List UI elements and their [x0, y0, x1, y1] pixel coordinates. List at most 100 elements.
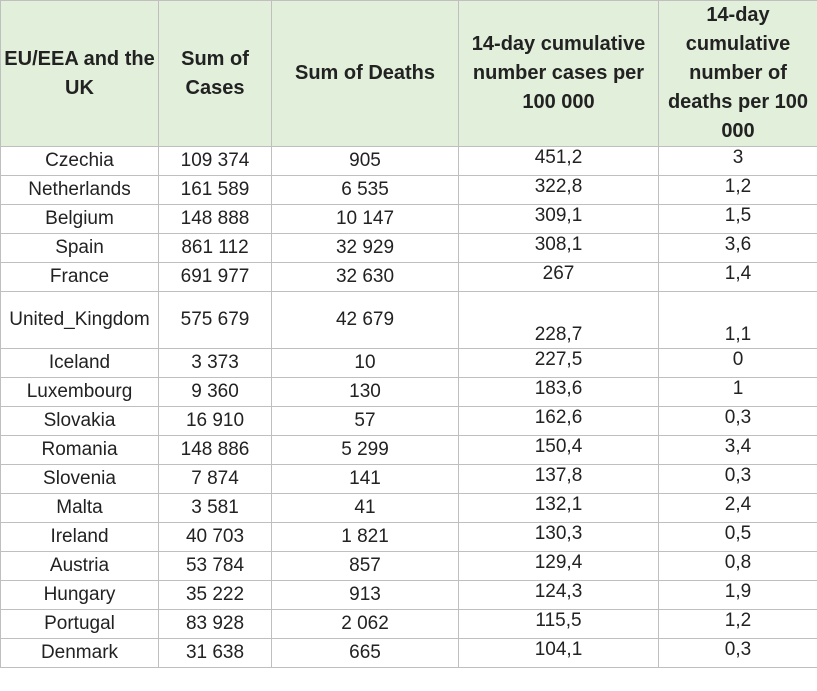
cell-deaths: 32 929: [271, 233, 459, 263]
cell-cases: 575 679: [158, 291, 272, 349]
cell-country: United_Kingdom: [0, 291, 159, 349]
table-row: United_Kingdom 575 679 42 679 228,7 1,1: [0, 291, 817, 349]
cell-deaths: 665: [271, 638, 459, 668]
cell-14day-deaths: 1: [658, 377, 817, 407]
cell-14day-deaths: 0,3: [658, 464, 817, 494]
cell-14day-deaths: 1,1: [658, 291, 817, 349]
cell-14day-deaths: 1,2: [658, 609, 817, 639]
cell-deaths: 913: [271, 580, 459, 610]
cell-14day-cases: 150,4: [458, 435, 659, 465]
cell-14day-cases: 228,7: [458, 291, 659, 349]
cell-14day-deaths: 0,3: [658, 638, 817, 668]
cell-deaths: 905: [271, 146, 459, 176]
cell-cases: 53 784: [158, 551, 272, 581]
cell-cases: 3 373: [158, 348, 272, 378]
cell-14day-cases: 322,8: [458, 175, 659, 205]
table-row: Slovakia 16 910 57 162,6 0,3: [0, 406, 817, 436]
table-row: Ireland 40 703 1 821 130,3 0,5: [0, 522, 817, 552]
cell-14day-cases: 183,6: [458, 377, 659, 407]
cell-cases: 3 581: [158, 493, 272, 523]
cell-14day-cases: 115,5: [458, 609, 659, 639]
cell-14day-deaths: 0,3: [658, 406, 817, 436]
cell-14day-cases: 130,3: [458, 522, 659, 552]
cell-14day-deaths: 2,4: [658, 493, 817, 523]
cell-14day-deaths: 3: [658, 146, 817, 176]
cell-14day-cases: 227,5: [458, 348, 659, 378]
table-row: Iceland 3 373 10 227,5 0: [0, 348, 817, 378]
cell-cases: 31 638: [158, 638, 272, 668]
cell-country: Ireland: [0, 522, 159, 552]
cell-deaths: 41: [271, 493, 459, 523]
cell-14day-cases: 137,8: [458, 464, 659, 494]
cell-country: Austria: [0, 551, 159, 581]
cell-cases: 16 910: [158, 406, 272, 436]
cell-14day-deaths: 1,5: [658, 204, 817, 234]
cell-country: Slovenia: [0, 464, 159, 494]
cell-cases: 7 874: [158, 464, 272, 494]
cell-cases: 148 888: [158, 204, 272, 234]
cell-14day-cases: 132,1: [458, 493, 659, 523]
cell-14day-cases: 162,6: [458, 406, 659, 436]
cell-country: France: [0, 262, 159, 292]
cell-country: Iceland: [0, 348, 159, 378]
cell-cases: 148 886: [158, 435, 272, 465]
cell-country: Slovakia: [0, 406, 159, 436]
table-row: Romania 148 886 5 299 150,4 3,4: [0, 435, 817, 465]
cell-14day-cases: 129,4: [458, 551, 659, 581]
cell-14day-cases: 267: [458, 262, 659, 292]
header-14day-cases: 14-day cumulative number cases per 100 0…: [458, 0, 659, 147]
cell-14day-deaths: 0,8: [658, 551, 817, 581]
table-row: Portugal 83 928 2 062 115,5 1,2: [0, 609, 817, 639]
cell-deaths: 130: [271, 377, 459, 407]
table-row: Luxembourg 9 360 130 183,6 1: [0, 377, 817, 407]
header-sum-cases: Sum of Cases: [158, 0, 272, 147]
cell-deaths: 57: [271, 406, 459, 436]
cell-14day-deaths: 3,6: [658, 233, 817, 263]
table-row: France 691 977 32 630 267 1,4: [0, 262, 817, 292]
cell-cases: 161 589: [158, 175, 272, 205]
cell-cases: 9 360: [158, 377, 272, 407]
cell-country: Malta: [0, 493, 159, 523]
cell-country: Portugal: [0, 609, 159, 639]
cell-cases: 40 703: [158, 522, 272, 552]
table-row: Belgium 148 888 10 147 309,1 1,5: [0, 204, 817, 234]
cell-14day-cases: 124,3: [458, 580, 659, 610]
cell-14day-deaths: 0,5: [658, 522, 817, 552]
cell-14day-deaths: 0: [658, 348, 817, 378]
cell-deaths: 32 630: [271, 262, 459, 292]
cell-country: Luxembourg: [0, 377, 159, 407]
cell-14day-cases: 308,1: [458, 233, 659, 263]
table-row: Hungary 35 222 913 124,3 1,9: [0, 580, 817, 610]
cell-14day-cases: 309,1: [458, 204, 659, 234]
covid-table: EU/EEA and the UK Sum of Cases Sum of De…: [0, 0, 817, 668]
cell-deaths: 5 299: [271, 435, 459, 465]
cell-country: Netherlands: [0, 175, 159, 205]
table-row: Malta 3 581 41 132,1 2,4: [0, 493, 817, 523]
cell-cases: 35 222: [158, 580, 272, 610]
cell-14day-deaths: 1,4: [658, 262, 817, 292]
cell-country: Hungary: [0, 580, 159, 610]
header-row: EU/EEA and the UK Sum of Cases Sum of De…: [0, 0, 817, 147]
cell-deaths: 6 535: [271, 175, 459, 205]
cell-cases: 83 928: [158, 609, 272, 639]
cell-country: Denmark: [0, 638, 159, 668]
cell-country: Belgium: [0, 204, 159, 234]
cell-cases: 691 977: [158, 262, 272, 292]
header-sum-deaths: Sum of Deaths: [271, 0, 459, 147]
cell-deaths: 10 147: [271, 204, 459, 234]
table-row: Netherlands 161 589 6 535 322,8 1,2: [0, 175, 817, 205]
cell-deaths: 141: [271, 464, 459, 494]
cell-deaths: 42 679: [271, 291, 459, 349]
cell-deaths: 10: [271, 348, 459, 378]
header-14day-deaths: 14-day cumulative number of deaths per 1…: [658, 0, 817, 147]
table-row: Denmark 31 638 665 104,1 0,3: [0, 638, 817, 668]
cell-country: Romania: [0, 435, 159, 465]
table-row: Spain 861 112 32 929 308,1 3,6: [0, 233, 817, 263]
cell-deaths: 1 821: [271, 522, 459, 552]
cell-14day-deaths: 3,4: [658, 435, 817, 465]
cell-country: Spain: [0, 233, 159, 263]
cell-14day-deaths: 1,2: [658, 175, 817, 205]
cell-14day-cases: 451,2: [458, 146, 659, 176]
table-row: Slovenia 7 874 141 137,8 0,3: [0, 464, 817, 494]
cell-country: Czechia: [0, 146, 159, 176]
